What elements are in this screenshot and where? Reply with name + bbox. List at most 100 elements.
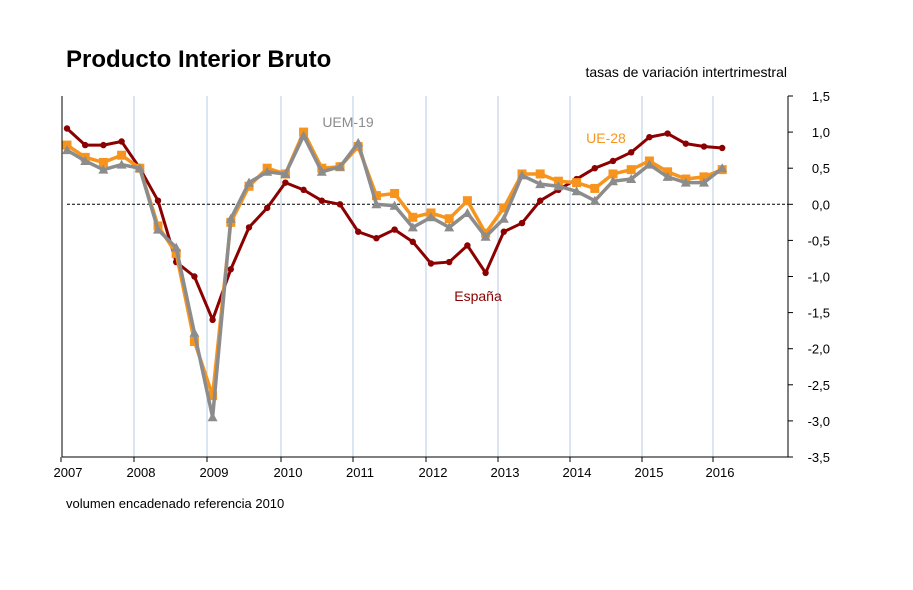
point-uem19 <box>699 177 709 187</box>
axes: 1,5 1,0 0,5 0,0 -0,5 -1,0 -1,5 -2,0 -2,5 -3,0 -3,5… <box>54 89 830 480</box>
point-uem19 <box>589 195 600 205</box>
point-uem19 <box>153 224 163 234</box>
series-line-ue28 <box>66 130 723 398</box>
point-ue28 <box>371 191 381 201</box>
point-espana <box>318 197 325 204</box>
point-uem19 <box>116 159 127 169</box>
y-tick-label: 0,5 <box>812 161 830 176</box>
point-espana <box>500 228 507 235</box>
x-tick-label: 2014 <box>563 465 592 480</box>
point-espana <box>664 130 671 137</box>
x-tick-label: 2012 <box>419 465 448 480</box>
point-espana <box>245 224 253 231</box>
point-espana <box>682 140 689 147</box>
point-espana <box>446 258 453 266</box>
point-ue28 <box>117 150 127 160</box>
series-label-uem19: UEM-19 <box>322 114 374 130</box>
point-uem19 <box>608 176 618 186</box>
series-labels: España UE-28 UEM-19 <box>322 114 626 304</box>
point-uem19 <box>134 163 145 173</box>
point-espana <box>336 201 344 208</box>
point-espana <box>209 316 216 324</box>
point-espana <box>100 141 107 149</box>
point-uem19 <box>171 242 182 252</box>
point-espana <box>373 235 380 242</box>
point-uem19 <box>480 231 491 241</box>
point-ue28 <box>98 157 108 167</box>
point-espana <box>355 228 362 235</box>
y-tick-label: -3,5 <box>808 450 830 465</box>
point-ue28 <box>626 165 636 175</box>
y-tick-label: -1,5 <box>808 306 830 321</box>
point-uem19 <box>371 199 382 209</box>
chart-footnote: volumen encadenado referencia 2010 <box>66 496 284 511</box>
point-ue28 <box>390 188 400 198</box>
point-uem19 <box>535 179 546 189</box>
x-tick-label: 2013 <box>491 465 520 480</box>
point-espana <box>264 204 271 212</box>
point-espana <box>628 149 635 156</box>
vertical-gridlines <box>133 96 714 457</box>
y-tick-label: -0,5 <box>808 233 830 248</box>
point-espana <box>700 143 708 150</box>
point-uem19 <box>626 174 637 184</box>
point-uem19 <box>680 177 691 187</box>
point-espana <box>464 242 471 249</box>
series-line-espana <box>65 127 723 322</box>
y-tick-label: -2,0 <box>808 342 830 357</box>
point-uem19 <box>316 166 327 176</box>
point-espana <box>719 144 726 152</box>
point-ue28 <box>499 203 509 213</box>
series-label-espana: España <box>454 288 502 304</box>
point-uem19 <box>717 163 728 173</box>
point-ue28 <box>62 140 72 150</box>
point-uem19 <box>553 181 564 191</box>
point-ue28 <box>699 172 709 182</box>
chart-title: Producto Interior Bruto <box>66 46 331 73</box>
point-ue28 <box>572 178 582 188</box>
point-uem19 <box>498 213 509 223</box>
point-espana <box>391 226 398 233</box>
point-ue28 <box>189 336 199 346</box>
point-ue28 <box>590 183 600 193</box>
point-uem19 <box>571 186 582 196</box>
point-uem19 <box>62 145 72 155</box>
series-line-uem19 <box>66 133 724 420</box>
point-espana <box>482 269 489 277</box>
x-tick-label: 2009 <box>200 465 229 480</box>
point-ue28 <box>663 167 673 177</box>
x-tick-label: 2010 <box>274 465 303 480</box>
point-espana <box>427 260 435 267</box>
point-uem19 <box>280 168 291 178</box>
x-tick-label: 2008 <box>127 465 156 480</box>
point-uem19 <box>298 130 309 140</box>
point-espana <box>646 133 653 141</box>
point-uem19 <box>644 159 655 169</box>
y-tick-label: -1,0 <box>808 270 830 285</box>
point-ue28 <box>608 169 618 179</box>
point-uem19 <box>80 155 91 165</box>
y-tick-label: -3,0 <box>808 414 830 429</box>
point-espana <box>154 197 162 204</box>
series-lines <box>62 125 728 422</box>
series-label-ue28: UE-28 <box>586 130 626 146</box>
point-espana <box>409 238 416 246</box>
x-tick-label: 2016 <box>706 465 735 480</box>
point-espana <box>609 157 617 165</box>
point-espana <box>537 197 544 204</box>
point-ue28 <box>553 176 563 186</box>
point-uem19 <box>207 412 218 422</box>
point-espana <box>63 125 71 132</box>
point-espana <box>282 179 289 186</box>
point-uem19 <box>407 222 418 232</box>
point-ue28 <box>408 212 418 222</box>
chart-subtitle: tasas de variación intertrimestral <box>585 64 787 80</box>
point-espana <box>300 186 307 194</box>
point-espana <box>118 138 125 145</box>
point-espana <box>518 219 526 227</box>
point-ue28 <box>535 169 545 179</box>
point-espana <box>227 266 234 273</box>
point-uem19 <box>444 222 455 232</box>
point-uem19 <box>426 212 436 222</box>
point-uem19 <box>353 137 364 147</box>
